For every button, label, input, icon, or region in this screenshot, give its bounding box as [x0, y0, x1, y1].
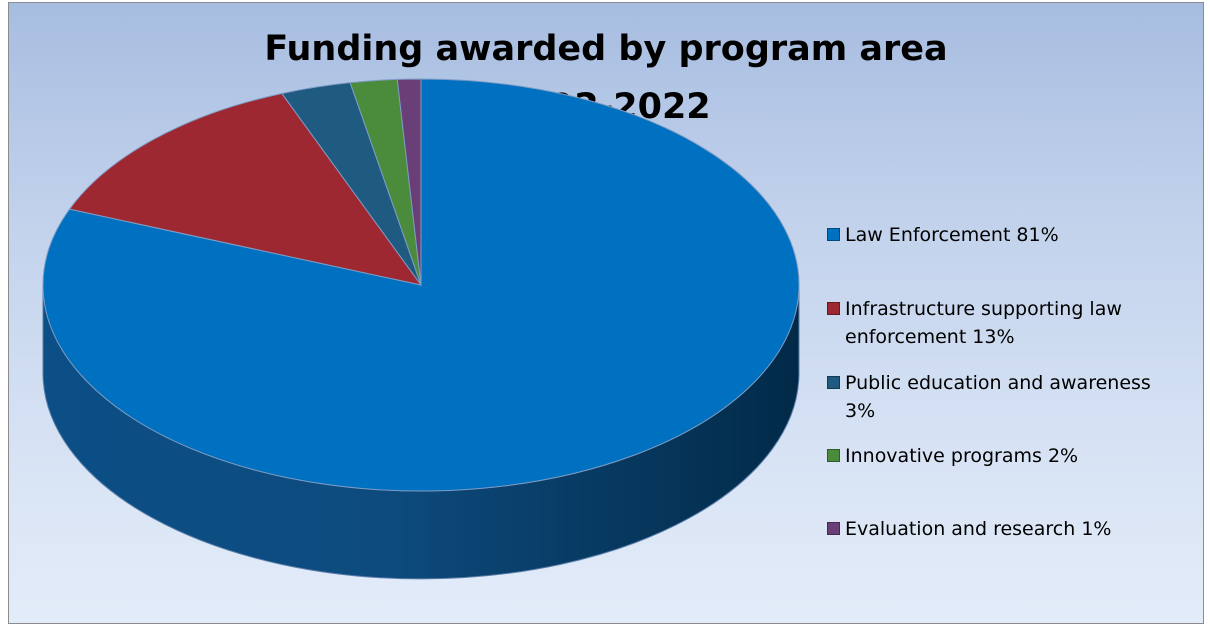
legend-item-law-enforcement: Law Enforcement 81%	[827, 221, 1204, 249]
legend-label: Infrastructure supporting law enforcemen…	[845, 295, 1195, 351]
legend-item-evaluation-research: Evaluation and research 1%	[827, 515, 1204, 543]
chart-area: Funding awarded by program area 1992-202…	[8, 2, 1204, 624]
legend-swatch	[827, 376, 840, 389]
legend-swatch	[827, 449, 840, 462]
legend-label: Law Enforcement 81%	[845, 221, 1195, 249]
legend-swatch	[827, 228, 840, 241]
legend-item-innovative-programs: Innovative programs 2%	[827, 442, 1204, 470]
legend-swatch	[827, 302, 840, 315]
legend-label: Evaluation and research 1%	[845, 515, 1195, 543]
legend-label: Public education and awareness 3%	[845, 369, 1185, 425]
legend-item-infrastructure: Infrastructure supporting law enforcemen…	[827, 295, 1204, 351]
legend-label: Innovative programs 2%	[845, 442, 1195, 470]
legend-swatch	[827, 522, 840, 535]
legend-item-public-education: Public education and awareness 3%	[827, 369, 1204, 425]
